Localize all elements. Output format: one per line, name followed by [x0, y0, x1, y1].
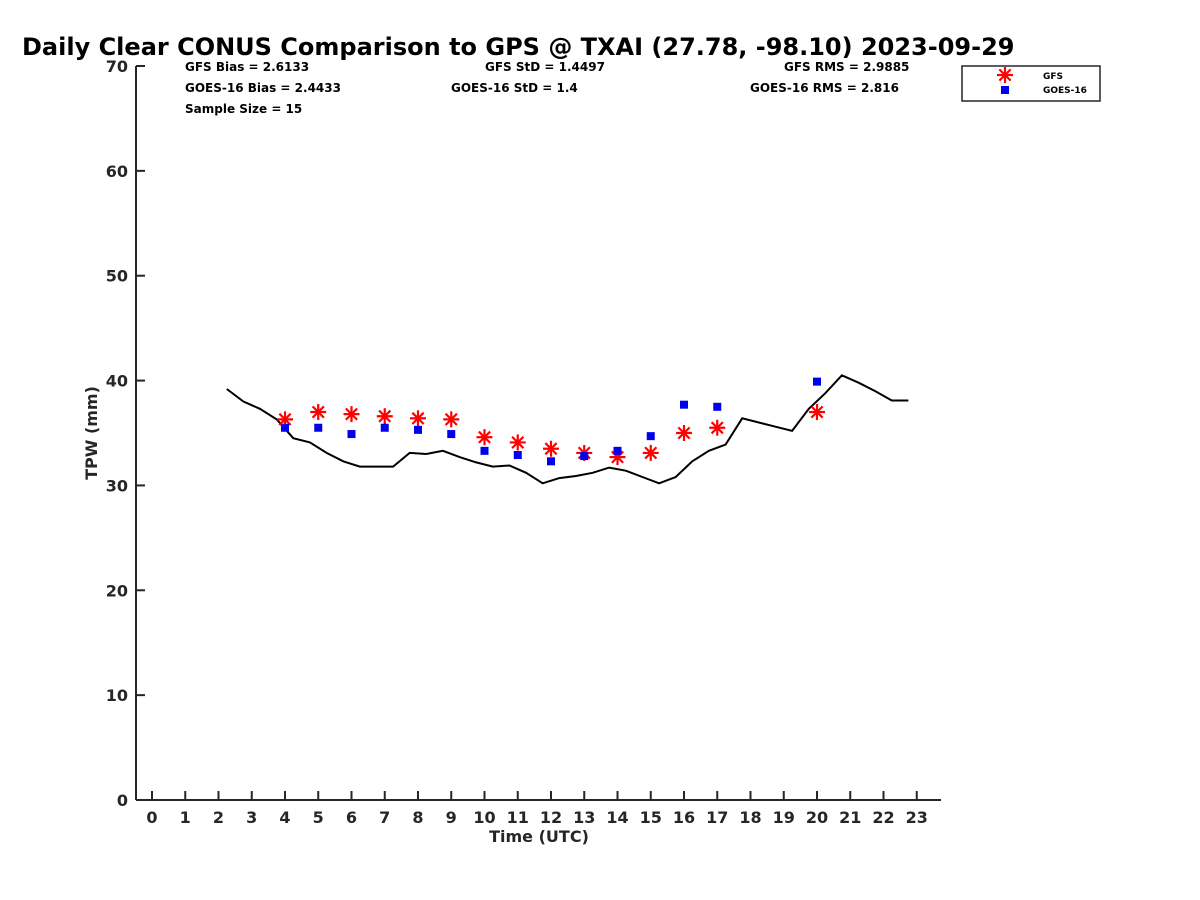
- stats-block: GFS Bias = 2.6133 GFS StD = 1.4497 GFS R…: [185, 60, 909, 116]
- goes-point: [380, 423, 389, 432]
- goes-point: [513, 451, 522, 460]
- gfs-point: [376, 408, 393, 425]
- x-tick-label: 8: [412, 808, 423, 827]
- goes-std-text: GOES-16 StD = 1.4: [451, 81, 578, 95]
- x-tick-label: 6: [346, 808, 357, 827]
- legend-goes-label: GOES-16: [1043, 86, 1087, 96]
- goes-point: [713, 402, 722, 411]
- y-tick-label: 50: [106, 267, 128, 286]
- x-axis-label: Time (UTC): [489, 827, 589, 846]
- x-tick-label: 1: [180, 808, 191, 827]
- x-tick-label: 7: [379, 808, 390, 827]
- x-tick-label: 20: [806, 808, 828, 827]
- goes-point: [613, 446, 622, 455]
- x-tick-label: 9: [446, 808, 457, 827]
- gfs-point: [476, 429, 493, 446]
- y-tick-label: 20: [106, 581, 128, 600]
- gfs-point: [343, 406, 360, 423]
- goes-point: [480, 446, 489, 455]
- y-tick-label: 60: [106, 162, 128, 181]
- x-ticks: 0 1 2 3 4 5 6 7 8 9 10 11 12 13 14 15 16 17 18 19 20 21 22 23: [146, 791, 928, 827]
- gfs-point: [443, 411, 460, 428]
- x-tick-label: 11: [507, 808, 529, 827]
- x-tick-label: 2: [213, 808, 224, 827]
- goes-point: [281, 423, 289, 432]
- goes-point: [680, 400, 688, 409]
- gfs-point: [509, 434, 526, 451]
- series-layer: [226, 374, 909, 485]
- x-tick-label: 5: [313, 808, 324, 827]
- legend-gfs-star: [997, 67, 1013, 83]
- goes-bias-text: GOES-16 Bias = 2.4433: [185, 81, 341, 95]
- y-ticks: 0 10 20 30 40 50 60 70: [106, 57, 145, 810]
- goes-point: [414, 425, 422, 434]
- x-tick-label: 23: [906, 808, 928, 827]
- legend-gfs-marker: [997, 67, 1013, 83]
- chart-title: Daily Clear CONUS Comparison to GPS @ TX…: [22, 33, 1014, 61]
- gfs-point: [709, 419, 726, 436]
- goes-point: [347, 430, 356, 439]
- y-tick-label: 40: [106, 372, 128, 391]
- gfs-bias-text: GFS Bias = 2.6133: [185, 60, 309, 74]
- gfs-rms-text: GFS RMS = 2.9885: [784, 60, 909, 74]
- x-tick-label: 22: [872, 808, 894, 827]
- x-tick-label: 4: [279, 808, 290, 827]
- legend-box: [961, 65, 1101, 102]
- y-tick-label: 0: [117, 791, 128, 810]
- gfs-point: [410, 410, 426, 427]
- x-tick-label: 19: [773, 808, 795, 827]
- gfs-point: [277, 411, 293, 428]
- legend-gfs-label: GFS: [1043, 72, 1063, 82]
- x-tick-label: 3: [246, 808, 257, 827]
- goes-point: [813, 377, 821, 386]
- x-tick-label: 14: [606, 808, 628, 827]
- goes-rms-text: GOES-16 RMS = 2.816: [750, 81, 899, 95]
- goes-point: [447, 430, 456, 439]
- gps-line: [226, 374, 909, 485]
- y-tick-label: 10: [106, 686, 128, 705]
- y-axis-label: TPW (mm): [82, 386, 101, 480]
- gfs-point: [543, 440, 559, 457]
- gfs-point: [676, 425, 692, 441]
- legend: GFS GOES-16: [961, 65, 1101, 102]
- x-tick-label: 0: [146, 808, 157, 827]
- x-tick-label: 12: [540, 808, 562, 827]
- goes-point: [580, 452, 589, 461]
- x-tick-label: 16: [673, 808, 695, 827]
- gfs-point: [310, 404, 327, 421]
- y-tick-label: 30: [106, 476, 128, 495]
- legend-goes-marker: [1001, 86, 1009, 94]
- x-tick-label: 18: [739, 808, 761, 827]
- x-tick-label: 10: [473, 808, 495, 827]
- gfs-point: [642, 444, 659, 461]
- x-tick-label: 13: [573, 808, 595, 827]
- axes: [135, 66, 941, 801]
- goes-point: [547, 457, 555, 466]
- x-tick-label: 17: [706, 808, 728, 827]
- sample-size-text: Sample Size = 15: [185, 102, 302, 116]
- x-tick-label: 21: [839, 808, 861, 827]
- goes-point: [646, 432, 655, 441]
- gfs-std-text: GFS StD = 1.4497: [485, 60, 605, 74]
- y-tick-label: 70: [106, 57, 128, 76]
- gfs-point: [809, 404, 825, 421]
- goes-point: [314, 423, 323, 432]
- x-tick-label: 15: [640, 808, 662, 827]
